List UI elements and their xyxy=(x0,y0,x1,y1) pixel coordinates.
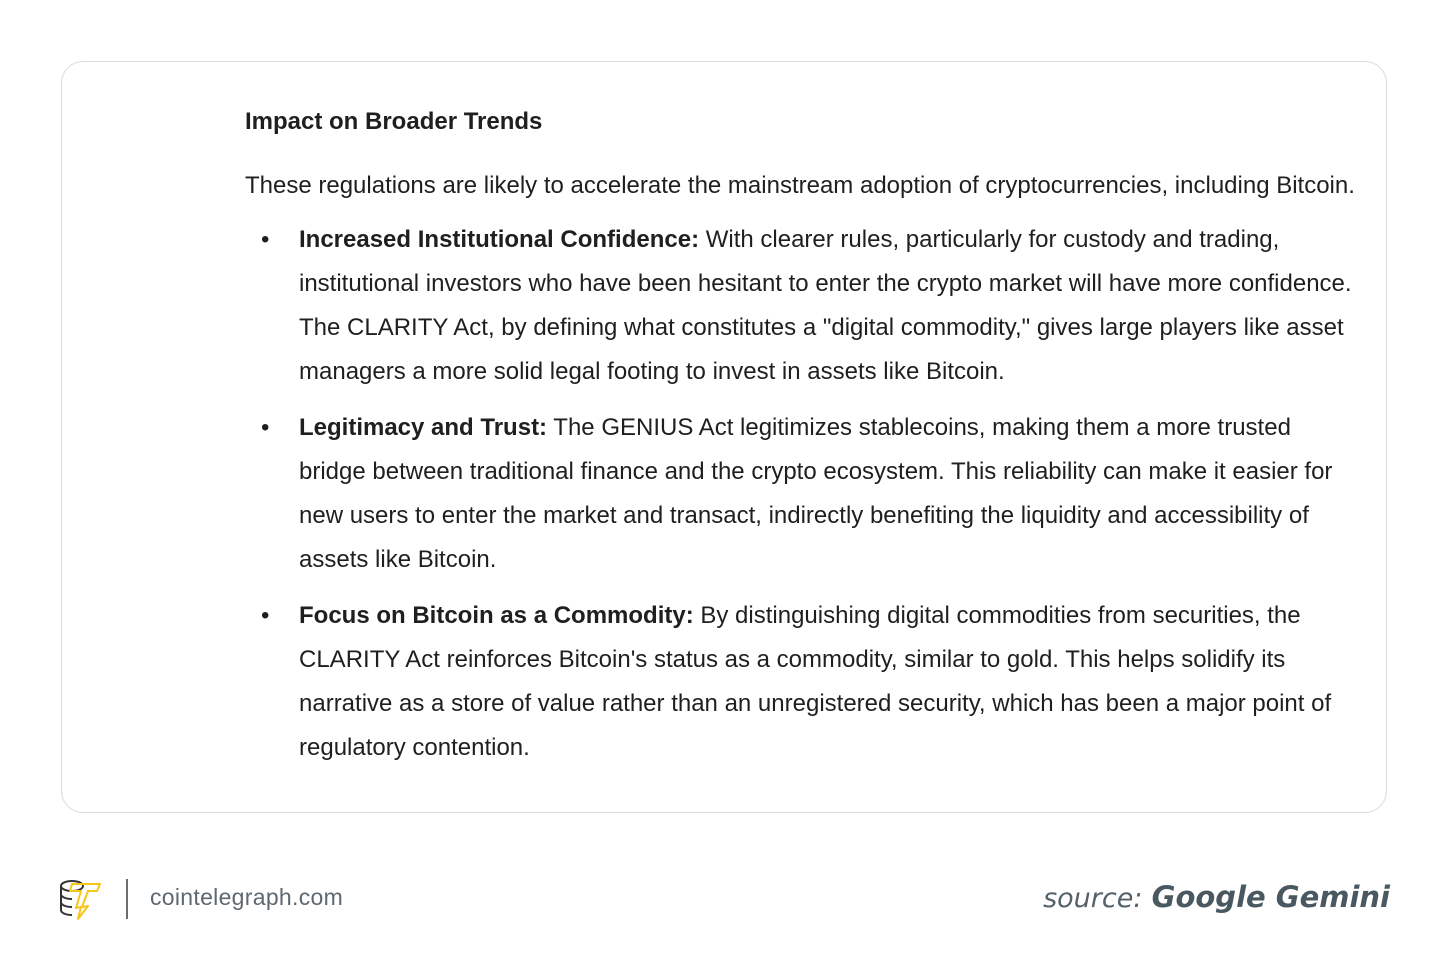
list-item-title: Focus on Bitcoin as a Commodity: xyxy=(299,602,694,629)
intro-paragraph: These regulations are likely to accelera… xyxy=(245,172,1355,199)
cointelegraph-logo-icon xyxy=(58,878,104,925)
list-item-title: Legitimacy and Trust: xyxy=(299,414,548,441)
list-item: • Focus on Bitcoin as a Commodity: By dis… xyxy=(261,594,1355,770)
site-name: cointelegraph.com xyxy=(150,884,344,910)
list-item-text: With clearer rules, particularly for cus… xyxy=(299,226,1352,385)
source-credit: source: Google Gemini xyxy=(1043,880,1390,914)
list-item: • Increased Institutional Confidence: Wit… xyxy=(261,218,1355,394)
source-label: source: xyxy=(1043,883,1143,914)
bullet-icon: • xyxy=(261,602,270,629)
list-item: • Legitimacy and Trust: The GENIUS Act le… xyxy=(261,406,1355,582)
bullet-icon: • xyxy=(261,414,270,441)
list-item-text: The GENIUS Act legitimizes stablecoins, … xyxy=(299,414,1333,573)
list-item-title: Increased Institutional Confidence: xyxy=(299,226,700,253)
bullet-icon: • xyxy=(261,226,270,253)
section-heading: Impact on Broader Trends xyxy=(245,108,543,135)
bullet-list: • Increased Institutional Confidence: Wit… xyxy=(245,218,1355,770)
list-item-text: By distinguishing digital commodities fr… xyxy=(299,602,1332,761)
response-content: Impact on Broader Trends These regulatio… xyxy=(245,102,1355,782)
footer-divider xyxy=(126,879,128,919)
source-name: Google Gemini xyxy=(1151,880,1390,914)
response-card: Impact on Broader Trends These regulatio… xyxy=(61,61,1387,813)
